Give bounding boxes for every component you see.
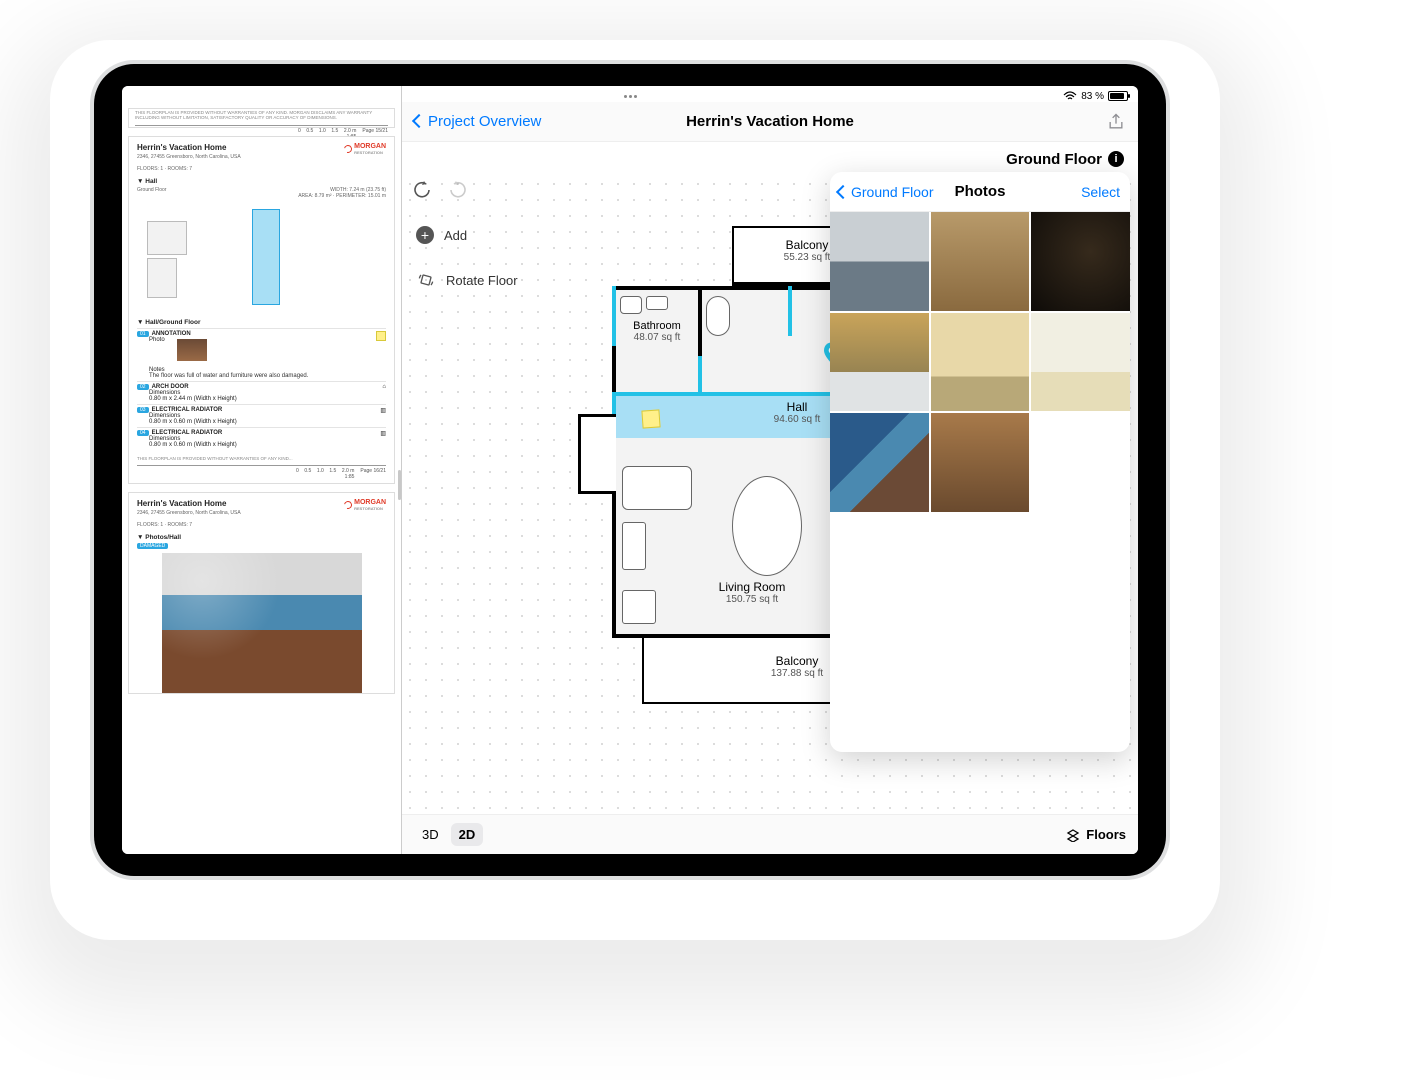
- photo-thumb[interactable]: [931, 413, 1030, 512]
- brand-logo: MORGANRESTORATION: [344, 143, 386, 155]
- back-button[interactable]: Project Overview: [414, 113, 541, 130]
- wifi-icon: [1063, 91, 1077, 101]
- photos-popover: Ground Floor Photos Select: [830, 172, 1130, 752]
- plus-icon: +: [416, 226, 434, 244]
- photo-thumb[interactable]: [830, 313, 929, 412]
- current-floor-label: Ground Floor: [1006, 151, 1102, 168]
- undo-button[interactable]: [412, 180, 432, 200]
- floors-icon: [1066, 828, 1080, 842]
- doc-page-plan: MORGANRESTORATION Herrin's Vacation Home…: [128, 136, 395, 484]
- photo-grid: [830, 212, 1130, 512]
- photo-thumb[interactable]: [830, 413, 929, 512]
- photo-thumb[interactable]: [1031, 212, 1130, 311]
- doc-page-footer: THIS FLOORPLAN IS PROVIDED WITHOUT WARRA…: [128, 108, 395, 128]
- tub-fixture: [706, 296, 730, 336]
- mini-floorplan: [137, 203, 386, 313]
- sofa-fixture: [622, 466, 692, 510]
- chair-fixture: [622, 590, 656, 624]
- report-large-photo: [162, 553, 362, 693]
- main-area: Project Overview Herrin's Vacation Home …: [402, 86, 1138, 854]
- view-3d-button[interactable]: 3D: [414, 823, 447, 846]
- shelf-fixture: [622, 522, 646, 570]
- pane-drag-handle[interactable]: [398, 470, 401, 500]
- popover-back-button[interactable]: Ground Floor: [838, 184, 933, 200]
- doc-page-photo: MORGANRESTORATION Herrin's Vacation Home…: [128, 492, 395, 694]
- rotate-floor-button[interactable]: Rotate Floor: [416, 270, 518, 290]
- info-icon[interactable]: i: [1108, 151, 1124, 167]
- select-button[interactable]: Select: [1081, 184, 1120, 200]
- view-2d-button[interactable]: 2D: [451, 823, 484, 846]
- floors-button[interactable]: Floors: [1066, 827, 1126, 842]
- note-icon: [376, 331, 386, 341]
- note-sticker[interactable]: [641, 409, 660, 428]
- report-sidepanel[interactable]: THIS FLOORPLAN IS PROVIDED WITHOUT WARRA…: [122, 86, 402, 854]
- battery-pct: 83 %: [1081, 91, 1104, 102]
- photo-thumb[interactable]: [830, 212, 929, 311]
- redo-button[interactable]: [448, 180, 468, 200]
- popover-title: Photos: [955, 183, 1006, 200]
- nav-bar: Project Overview Herrin's Vacation Home: [402, 102, 1138, 142]
- door-icon: ⌂: [382, 384, 386, 390]
- radiator-icon: ▥: [380, 430, 386, 437]
- sink-fixture: [646, 296, 668, 310]
- radiator-icon: ▥: [380, 407, 386, 414]
- photo-thumb[interactable]: [931, 212, 1030, 311]
- status-bar: 83 %: [122, 86, 1138, 106]
- photo-thumb[interactable]: [931, 313, 1030, 412]
- photo-thumb[interactable]: [1031, 313, 1130, 412]
- share-button[interactable]: [1106, 112, 1126, 132]
- toilet-fixture: [620, 296, 642, 314]
- floor-header[interactable]: Ground Floor i: [402, 142, 1138, 176]
- battery-icon: [1108, 91, 1128, 101]
- ipad-frame: 83 % THIS FLOORPLAN IS PROVIDED WITHOUT …: [90, 60, 1170, 880]
- add-button[interactable]: +Add: [416, 226, 518, 244]
- project-title: Herrin's Vacation Home: [686, 113, 854, 130]
- report-thumb: [177, 339, 207, 361]
- bottom-bar: 3D 2D Floors: [402, 814, 1138, 854]
- rotate-icon: [416, 270, 436, 290]
- multitask-grabber[interactable]: [595, 94, 665, 99]
